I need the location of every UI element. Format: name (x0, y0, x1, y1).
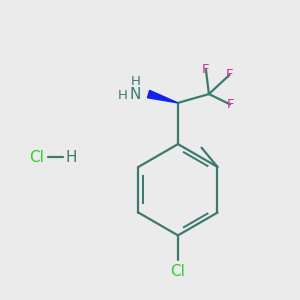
Text: F: F (202, 63, 210, 76)
Text: F: F (226, 98, 234, 111)
Text: N: N (130, 87, 141, 102)
Text: F: F (226, 68, 233, 81)
Text: Cl: Cl (170, 264, 185, 279)
Text: H: H (66, 150, 77, 165)
Text: H: H (118, 89, 128, 102)
Polygon shape (147, 90, 178, 103)
Text: Cl: Cl (29, 150, 44, 165)
Text: H: H (131, 75, 141, 88)
